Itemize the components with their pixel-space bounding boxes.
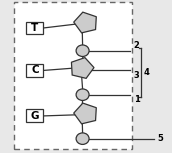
FancyBboxPatch shape (14, 2, 132, 149)
Text: 4: 4 (144, 68, 150, 77)
Text: 5: 5 (158, 134, 164, 143)
Text: 3: 3 (134, 71, 139, 80)
Circle shape (76, 89, 89, 101)
Text: 2: 2 (134, 41, 140, 50)
Polygon shape (74, 103, 96, 124)
Circle shape (76, 133, 89, 144)
Polygon shape (74, 12, 96, 33)
Text: C: C (31, 65, 39, 75)
FancyBboxPatch shape (26, 110, 43, 122)
Text: G: G (31, 111, 39, 121)
Circle shape (76, 45, 89, 56)
FancyBboxPatch shape (26, 22, 43, 34)
Text: 1: 1 (134, 95, 140, 104)
Polygon shape (71, 58, 94, 78)
Text: T: T (31, 23, 38, 33)
FancyBboxPatch shape (26, 64, 43, 77)
